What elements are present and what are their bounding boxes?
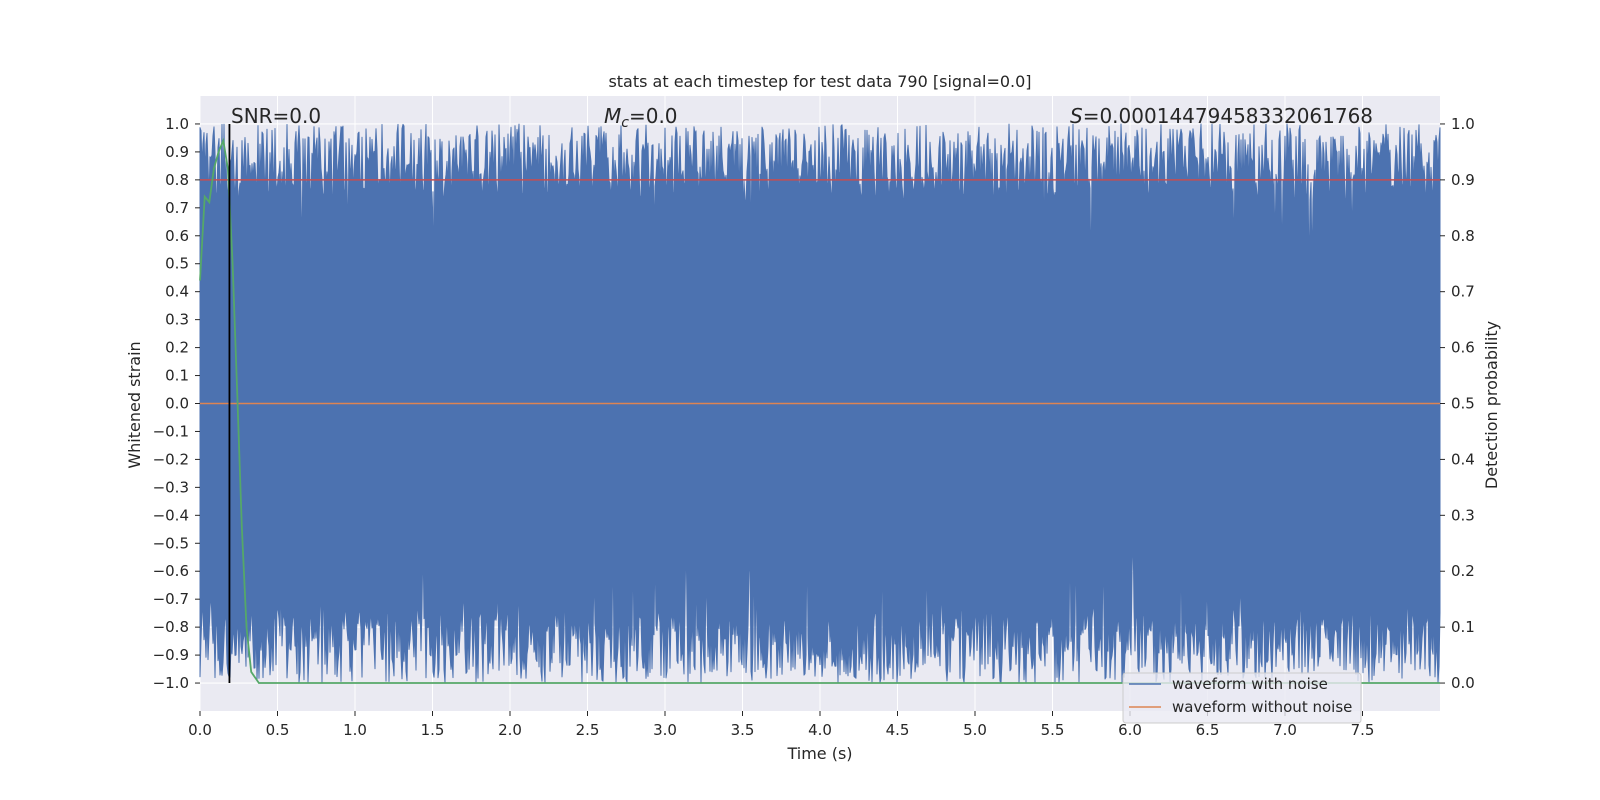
x-tick-label: 0.0 <box>188 721 212 739</box>
x-axis-ticks: 0.0 0.5 1.0 1.5 2.0 2.5 3.0 3.5 4.0 4.5 5.0 5.5 6.0 6… <box>188 711 1374 739</box>
y2-tick-label: 0.3 <box>1451 506 1475 524</box>
y-tick-label: 0.8 <box>165 171 189 189</box>
x-tick-label: 3.5 <box>731 721 755 739</box>
x-tick-label: 1.0 <box>343 721 367 739</box>
y2-tick-label: 0.9 <box>1451 171 1475 189</box>
x-tick-label: 0.5 <box>266 721 290 739</box>
legend-label-clean: waveform without noise <box>1172 698 1352 716</box>
legend: waveform with noise waveform without noi… <box>1122 672 1362 724</box>
y-tick-label: 1.0 <box>165 115 189 133</box>
y2-tick-label: 0.6 <box>1451 339 1475 357</box>
chart-title: stats at each timestep for test data 790… <box>608 72 1031 91</box>
s-symbol: S <box>1070 104 1083 128</box>
y-tick-label: 0.0 <box>165 395 189 413</box>
x-tick-label: 7.5 <box>1351 721 1375 739</box>
x-tick-label: 7.0 <box>1273 721 1297 739</box>
y-tick-label: −0.4 <box>153 506 189 524</box>
y-tick-label: −1.0 <box>153 674 189 692</box>
x-tick-label: 2.0 <box>498 721 522 739</box>
x-tick-label: 1.5 <box>421 721 445 739</box>
s-value: =0.00014479458332061768 <box>1083 104 1373 128</box>
y-tick-label: −0.5 <box>153 534 189 552</box>
y2-tick-label: 0.7 <box>1451 283 1475 301</box>
mc-symbol: M <box>604 104 621 128</box>
overlay-lines <box>199 123 1440 684</box>
y-axis-label: Whitened strain <box>125 341 144 468</box>
y-tick-label: 0.3 <box>165 311 189 329</box>
y-tick-label: 0.1 <box>165 367 189 385</box>
y-tick-label: 0.2 <box>165 339 189 357</box>
y2-tick-label: 0.4 <box>1451 450 1475 468</box>
y2-axis-ticks: 1.0 0.9 0.8 0.7 0.6 0.5 0.4 0.3 0.2 0.1 0.0 <box>1440 115 1475 692</box>
mc-subscript: c <box>621 115 629 131</box>
y2-tick-label: 0.0 <box>1451 674 1475 692</box>
y-tick-label: −0.8 <box>153 618 189 636</box>
detection-probability-line <box>199 137 1440 684</box>
legend-box <box>1122 672 1362 724</box>
y-tick-label: 0.9 <box>165 143 189 161</box>
y-tick-label: −0.7 <box>153 590 189 608</box>
y2-tick-label: 0.8 <box>1451 227 1475 245</box>
y-tick-label: 0.5 <box>165 255 189 273</box>
y-axis-ticks: 1.0 0.9 0.8 0.7 0.6 0.5 0.4 0.3 0.2 0.1 0.0 −0.1 −0.… <box>153 115 200 692</box>
legend-label-noise: waveform with noise <box>1172 675 1328 693</box>
s-annotation: S=0.00014479458332061768 <box>1070 104 1373 128</box>
x-tick-label: 2.5 <box>576 721 600 739</box>
x-tick-label: 6.5 <box>1196 721 1220 739</box>
y2-tick-label: 0.2 <box>1451 562 1475 580</box>
mc-annotation: Mc=0.0 <box>604 104 678 131</box>
x-tick-label: 3.0 <box>653 721 677 739</box>
y-tick-label: −0.9 <box>153 646 189 664</box>
y-tick-label: −0.6 <box>153 562 189 580</box>
x-tick-label: 5.0 <box>963 721 987 739</box>
y2-axis-label: Detection probability <box>1482 321 1501 489</box>
x-tick-label: 4.5 <box>886 721 910 739</box>
y-tick-label: −0.2 <box>153 450 189 468</box>
x-axis-label: Time (s) <box>786 744 852 763</box>
x-tick-label: 4.0 <box>808 721 832 739</box>
x-tick-label: 6.0 <box>1118 721 1142 739</box>
y2-tick-label: 0.5 <box>1451 395 1475 413</box>
y2-tick-label: 0.1 <box>1451 618 1475 636</box>
snr-annotation: SNR=0.0 <box>231 104 321 128</box>
y-tick-label: 0.6 <box>165 227 189 245</box>
mc-value: =0.0 <box>629 104 678 128</box>
y-tick-label: 0.4 <box>165 283 189 301</box>
y2-tick-label: 1.0 <box>1451 115 1475 133</box>
x-tick-label: 5.5 <box>1041 721 1065 739</box>
y-tick-label: −0.3 <box>153 478 189 496</box>
y-tick-label: 0.7 <box>165 199 189 217</box>
y-tick-label: −0.1 <box>153 422 189 440</box>
